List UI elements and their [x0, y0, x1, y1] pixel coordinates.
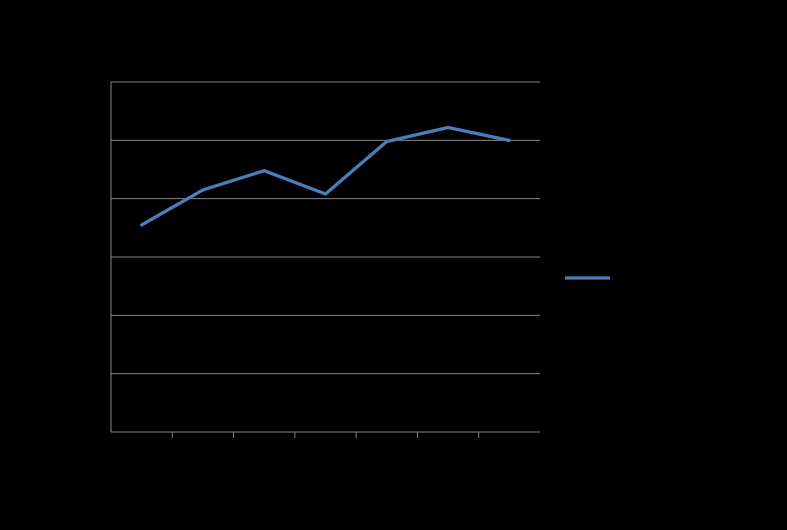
chart-background: [0, 0, 787, 530]
chart-svg: [0, 0, 787, 530]
line-chart: [0, 0, 787, 530]
